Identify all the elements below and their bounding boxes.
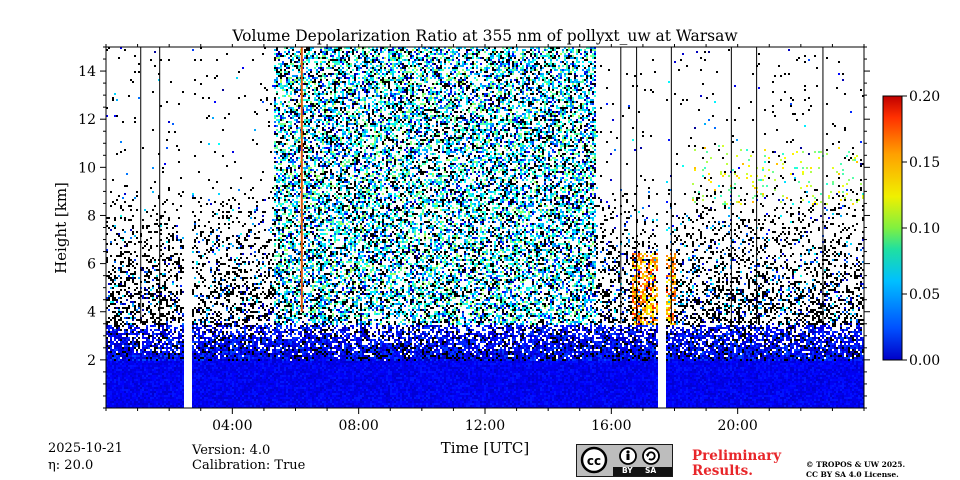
x-axis-label: Time [UTC] [441,439,530,457]
colorbar: 0.00 0.05 0.10 0.15 0.20 [883,89,940,369]
cc-license-badge: cc BY SA [576,444,673,477]
chart-title: Volume Depolarization Ratio at 355 nm of… [231,27,738,45]
colorbar-tick-label: 0.20 [909,89,940,105]
y-tick-label: 6 [87,257,96,273]
y-axis-label: Height [km] [52,182,70,274]
footer-date: 2025-10-21 [48,441,123,456]
by-label: BY [622,466,633,475]
y-tick-label: 2 [87,353,96,369]
y-tick-label: 8 [87,208,96,224]
sa-icon [643,448,659,464]
footer-calibration: Calibration: True [192,458,305,473]
x-tick-label: 20:00 [717,418,757,434]
copyright-line-2: CC BY SA 4.0 License. [806,470,899,480]
sa-label: SA [645,466,656,475]
x-tick-label: 08:00 [338,418,378,434]
x-tick-label: 12:00 [465,418,505,434]
colorbar-gradient [883,96,902,360]
footer-version: Version: 4.0 [192,443,270,458]
colorbar-ticks: 0.00 0.05 0.10 0.15 0.20 [902,89,940,369]
y-tick-label: 4 [87,305,96,321]
y-tick-label: 10 [78,160,96,176]
colorbar-tick-label: 0.00 [909,353,940,369]
footer-eta: η: 20.0 [48,458,93,473]
x-tick-label: 16:00 [591,418,631,434]
colorbar-tick-label: 0.15 [909,155,940,171]
x-tick-label: 04:00 [212,418,252,434]
y-tick-label: 14 [78,64,96,80]
colorbar-tick-label: 0.10 [909,221,940,237]
heatmap-area [106,47,864,409]
colorbar-tick-label: 0.05 [909,287,940,303]
y-tick-label: 12 [78,112,96,128]
copyright-line-1: © TROPOS & UW 2025. [806,460,905,470]
preliminary-label-2: Results. [692,464,753,479]
preliminary-label-1: Preliminary [692,449,781,464]
